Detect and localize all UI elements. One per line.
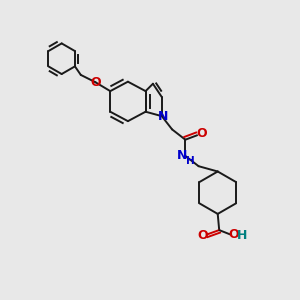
Text: H: H — [236, 230, 247, 242]
Text: O: O — [197, 229, 208, 242]
Text: H: H — [186, 156, 195, 166]
Text: O: O — [196, 127, 206, 140]
Text: O: O — [90, 76, 101, 89]
Text: O: O — [229, 228, 239, 241]
Text: N: N — [158, 110, 168, 123]
Text: N: N — [177, 149, 187, 162]
